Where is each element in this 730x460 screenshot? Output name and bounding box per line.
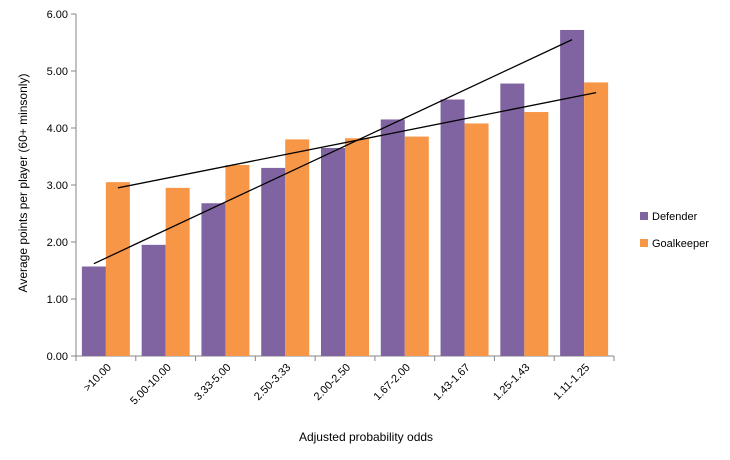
bar-goalkeeper <box>105 182 130 356</box>
legend-label-defender: Defender <box>652 211 698 223</box>
x-tick-label: 1.11-1.25 <box>551 362 592 403</box>
x-tick-group: >10.00 5.00-10.00 3.33-5.00 2.50-3.33 2.00-2… <box>75 356 615 408</box>
bar-goalkeeper <box>225 165 250 356</box>
trendlines-group <box>93 39 597 265</box>
y-tick-label: 5.00 <box>47 66 68 78</box>
y-tick-label: 1.00 <box>47 294 68 306</box>
bars-group <box>81 29 609 357</box>
y-axis-title: Average points per player (60+ minsonly) <box>16 74 30 293</box>
bar-defender <box>500 83 525 356</box>
x-tick-label: 2.00-2.50 <box>312 362 353 403</box>
bar-defender <box>81 266 106 356</box>
trendline-goalkeeper <box>117 92 597 189</box>
x-tick-label: 5.00-10.00 <box>128 362 174 408</box>
bar-goalkeeper <box>285 139 310 356</box>
x-tick-label: 1.67-2.00 <box>372 362 413 403</box>
bar-defender <box>261 167 286 356</box>
bar-defender <box>141 244 166 356</box>
bar-goalkeeper <box>404 136 429 356</box>
bar-defender <box>560 29 585 357</box>
legend-label-goalkeeper: Goalkeeper <box>652 238 709 250</box>
bar-goalkeeper <box>165 187 190 356</box>
x-tick-label: >10.00 <box>82 362 114 394</box>
bar-goalkeeper <box>464 123 489 356</box>
x-tick-label: 3.33-5.00 <box>192 362 233 403</box>
legend: Defender Goalkeeper <box>640 211 709 250</box>
y-tick-group: 0.00 1.00 2.00 3.00 4.00 5.00 6.00 <box>47 9 76 363</box>
legend-swatch-goalkeeper <box>640 239 648 247</box>
y-tick-label: 3.00 <box>47 180 68 192</box>
bar-defender <box>380 119 405 356</box>
y-tick-label: 6.00 <box>47 9 68 21</box>
x-axis-title: Adjusted probability odds <box>299 430 433 444</box>
trendline-defender <box>93 39 573 265</box>
x-tick-label: 1.43-1.67 <box>431 362 472 403</box>
y-tick-label: 4.00 <box>47 123 68 135</box>
x-tick-label: 2.50-3.33 <box>252 362 293 403</box>
x-tick-label: 1.25-1.43 <box>491 362 532 403</box>
legend-swatch-defender <box>640 212 648 220</box>
y-tick-label: 2.00 <box>47 237 68 249</box>
bar-defender <box>321 147 345 356</box>
y-tick-label: 0.00 <box>47 351 68 363</box>
bar-goalkeeper <box>524 112 549 356</box>
bar-goalkeeper <box>345 138 369 356</box>
bar-defender <box>201 203 226 356</box>
bar-goalkeeper <box>584 82 609 357</box>
bar-defender <box>440 99 465 356</box>
